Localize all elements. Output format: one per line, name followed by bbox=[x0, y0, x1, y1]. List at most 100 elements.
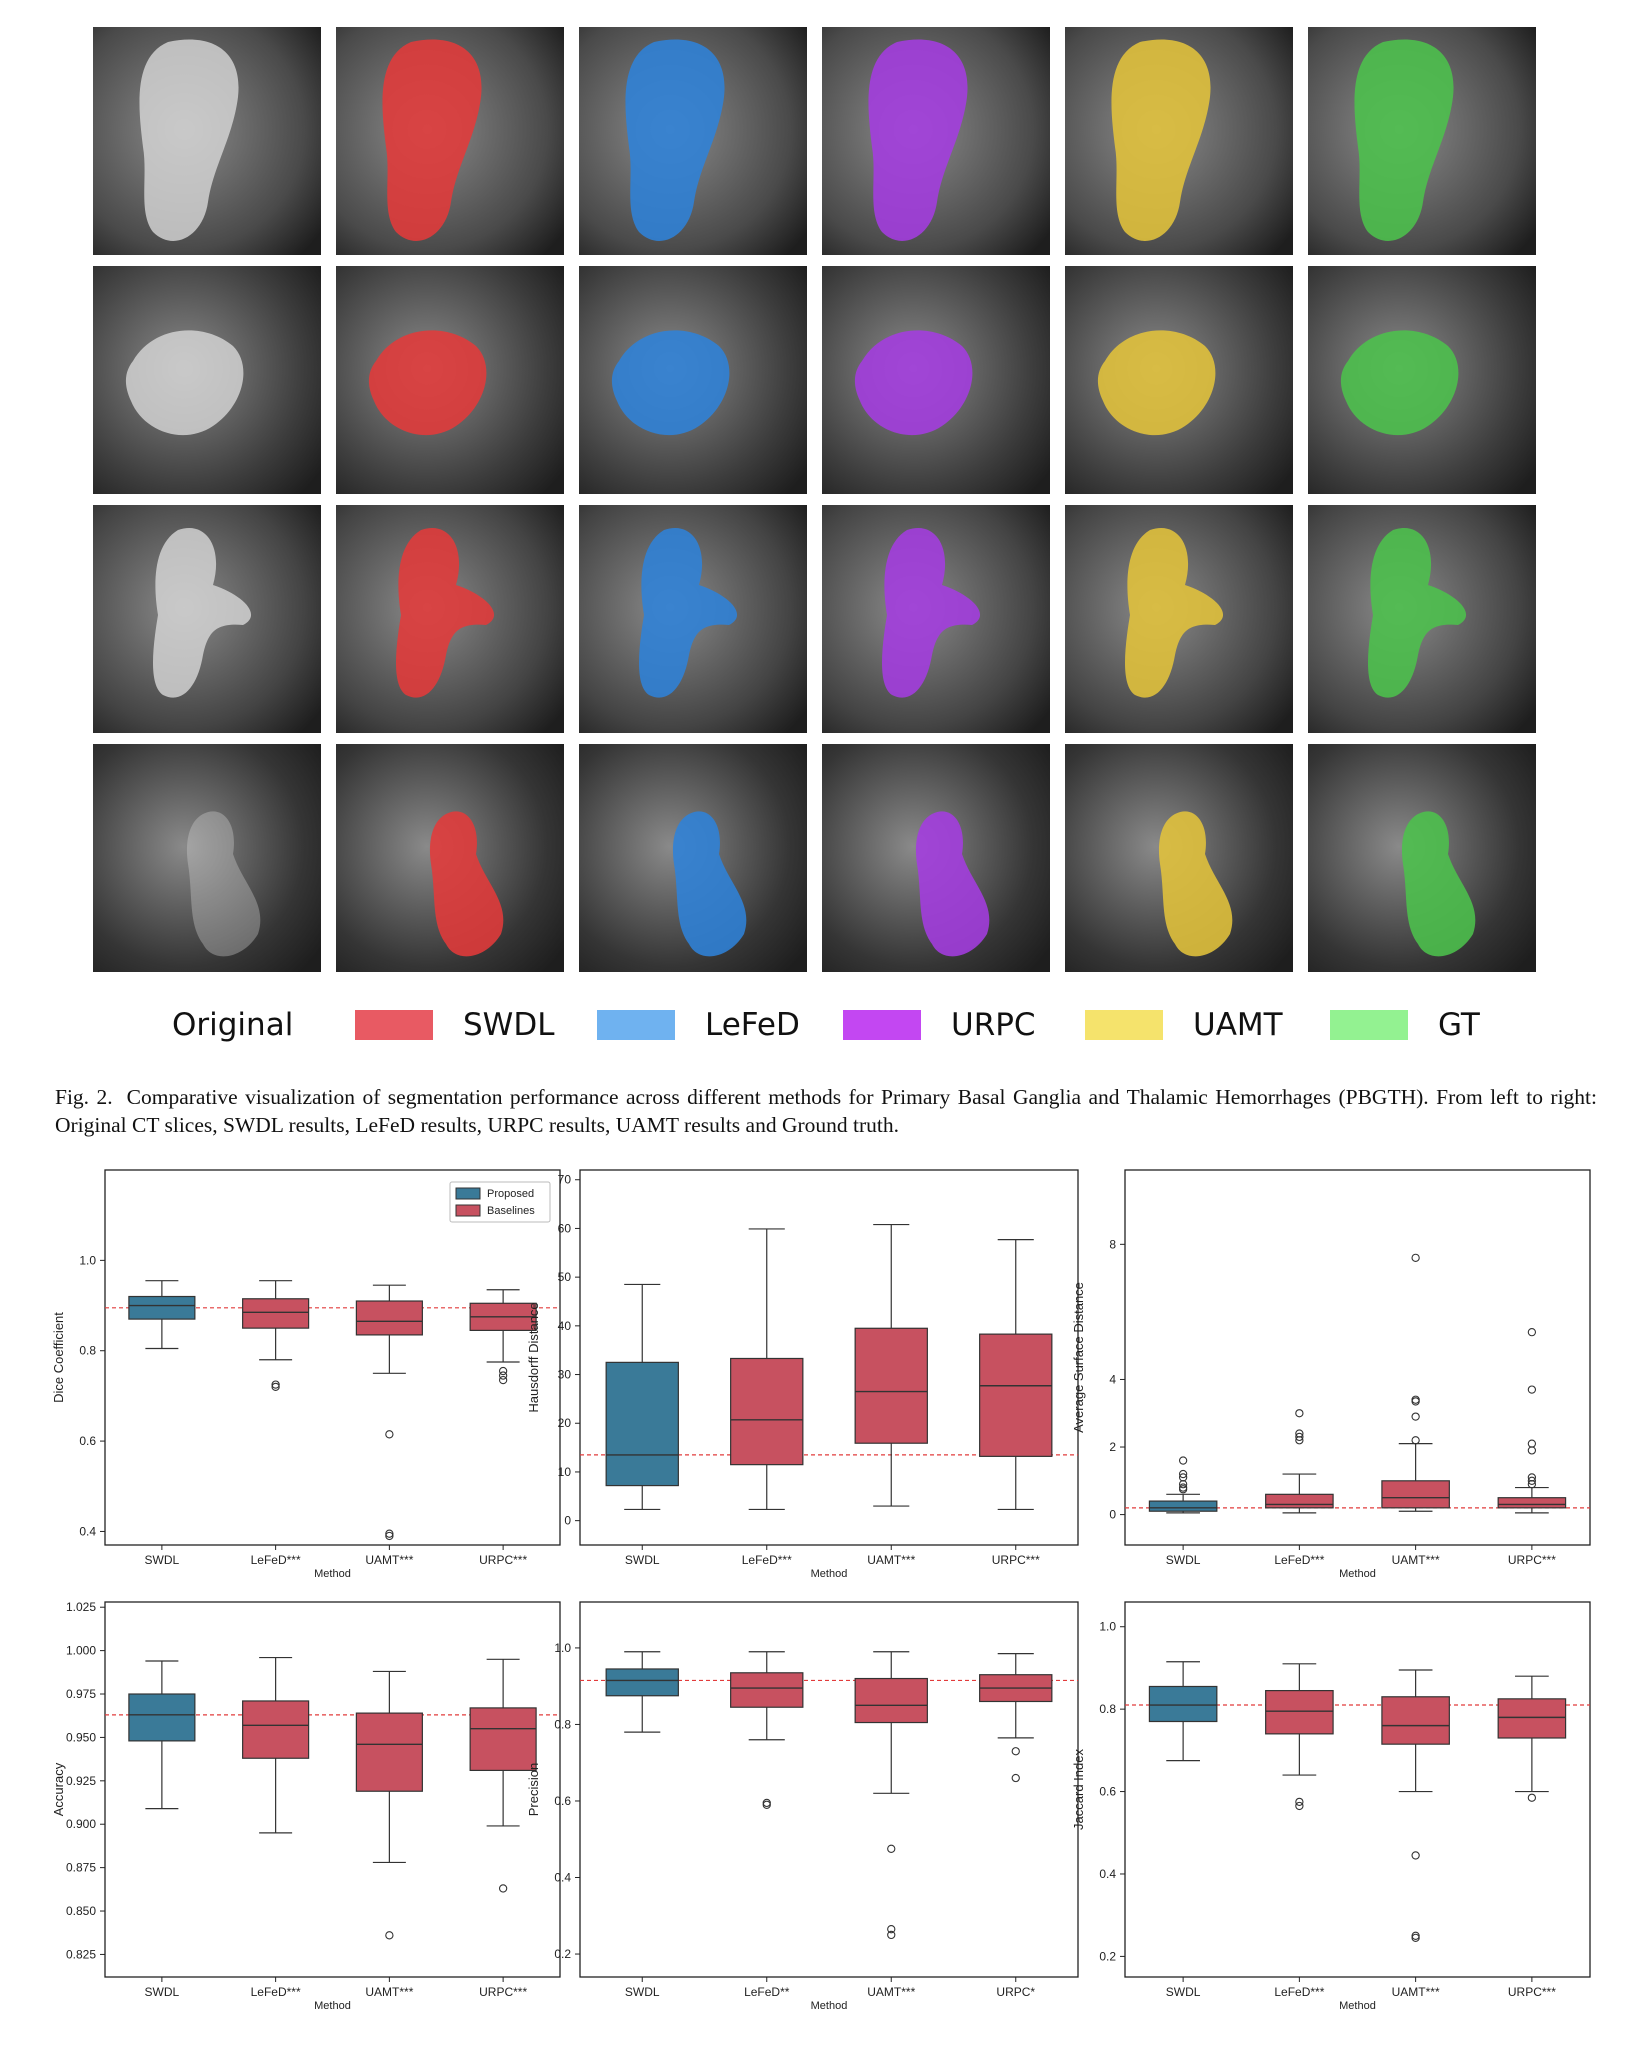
legend-entry-label: Baselines bbox=[487, 1205, 535, 1217]
box-lefed bbox=[730, 1228, 804, 1511]
box-iqr bbox=[979, 1333, 1053, 1457]
figure-caption: Fig. 2. Comparative visualization of segm… bbox=[55, 1083, 1597, 1139]
tile-r4-original bbox=[93, 744, 321, 972]
x-axis-label: Method bbox=[811, 2000, 848, 2012]
outlier-point bbox=[1295, 1409, 1304, 1418]
outlier-point bbox=[1178, 1456, 1188, 1465]
caption-text: Comparative visualization of segmentatio… bbox=[55, 1085, 1597, 1137]
outlier-point bbox=[1295, 1429, 1304, 1438]
legend-swatch-lefed bbox=[597, 1010, 675, 1040]
legend-swatch-swdl bbox=[355, 1010, 433, 1040]
outlier-point bbox=[1178, 1473, 1188, 1482]
tile-r3-gt bbox=[1308, 505, 1536, 733]
x-tick-label: URPC*** bbox=[479, 1553, 527, 1567]
legend-item-gt: GT bbox=[1330, 995, 1480, 1055]
y-axis-label: Accuracy bbox=[51, 1762, 66, 1816]
outlier-point bbox=[1411, 1412, 1420, 1421]
y-tick-label: 50 bbox=[558, 1270, 572, 1284]
x-tick-label: URPC* bbox=[996, 1985, 1035, 1999]
box-iqr bbox=[128, 1295, 196, 1320]
tile-r2-swdl bbox=[336, 266, 564, 494]
y-tick-label: 20 bbox=[558, 1416, 572, 1430]
y-tick-label: 1.0 bbox=[79, 1253, 96, 1267]
outlier-point bbox=[1411, 1436, 1420, 1445]
boxplot-panel-5: 0.2 0.4 0.6 0.8 1.0 Precision Method SWDL LeFeD*… bbox=[526, 1601, 1079, 2012]
legend-item-original: Original bbox=[172, 995, 293, 1055]
y-tick-label: 60 bbox=[558, 1221, 572, 1235]
x-tick-label: SWDL bbox=[625, 1985, 660, 1999]
tile-r1-swdl bbox=[336, 27, 564, 255]
outlier-point bbox=[498, 1375, 508, 1385]
box-uamt bbox=[1381, 1669, 1450, 1943]
tile-r4-swdl bbox=[336, 744, 564, 972]
x-tick-label: URPC*** bbox=[479, 1985, 527, 1999]
box-iqr bbox=[1265, 1689, 1334, 1735]
box-iqr bbox=[1497, 1497, 1567, 1509]
x-tick-label: LeFeD*** bbox=[251, 1553, 301, 1567]
box-iqr bbox=[854, 1677, 928, 1724]
y-axis-label: Average Surface Distance bbox=[1071, 1282, 1086, 1433]
y-tick-label: 0.2 bbox=[1099, 1949, 1116, 1963]
tile-r4-urpc bbox=[822, 744, 1050, 972]
boxplot-panel-6: 0.2 0.4 0.6 0.8 1.0 Jaccard Index Method SWDL Le… bbox=[1071, 1601, 1591, 2012]
tile-r2-urpc bbox=[822, 266, 1050, 494]
boxplot-panels: 0.4 0.6 0.8 1.0 Dice Coefficient Method SWDL Le… bbox=[51, 1169, 1591, 2012]
boxplot-panel-4: 0.825 0.850 0.875 0.900 0.925 0.950 0.975 1.000… bbox=[51, 1600, 561, 2012]
y-tick-label: 0.825 bbox=[66, 1947, 96, 1961]
box-iqr bbox=[854, 1327, 928, 1444]
outlier-point bbox=[1295, 1801, 1304, 1811]
outlier-point bbox=[1295, 1432, 1304, 1442]
boxplot-legend: Proposed Baselines bbox=[449, 1181, 551, 1223]
tile-r1-original bbox=[93, 27, 321, 255]
box-iqr bbox=[355, 1712, 423, 1792]
y-tick-label: 2 bbox=[1109, 1440, 1116, 1454]
boxplot-panel-1: 0.4 0.6 0.8 1.0 Dice Coefficient Method SWDL Le… bbox=[51, 1169, 561, 1580]
tile-r1-lefed bbox=[579, 27, 807, 255]
y-tick-label: 4 bbox=[1109, 1372, 1116, 1386]
legend-item-lefed: LeFeD bbox=[597, 995, 800, 1055]
y-tick-label: 1.025 bbox=[66, 1600, 96, 1614]
box-swdl bbox=[605, 1651, 679, 1733]
segmentation-legend: Original SWDL LeFeD URPC UAMT GT bbox=[160, 995, 1500, 1055]
tile-r3-uamt bbox=[1065, 505, 1293, 733]
box-iqr bbox=[1497, 1698, 1567, 1739]
legend-swatch-gt bbox=[1330, 1010, 1408, 1040]
y-tick-label: 0.6 bbox=[1099, 1785, 1116, 1799]
tile-r1-urpc bbox=[822, 27, 1050, 255]
legend-label: GT bbox=[1438, 1007, 1480, 1043]
plot-frame bbox=[104, 1169, 561, 1546]
outlier-point bbox=[498, 1884, 508, 1893]
x-tick-label: URPC*** bbox=[992, 1553, 1040, 1567]
y-tick-label: 10 bbox=[558, 1465, 572, 1479]
x-tick-label: LeFeD*** bbox=[742, 1553, 792, 1567]
box-uamt bbox=[355, 1284, 423, 1541]
outlier-point bbox=[762, 1800, 771, 1809]
outlier-point bbox=[1295, 1797, 1304, 1807]
x-axis-label: Method bbox=[314, 1568, 351, 1580]
y-axis-label: Jaccard Index bbox=[1071, 1749, 1086, 1830]
box-iqr bbox=[605, 1361, 679, 1487]
legend-entry-label: Proposed bbox=[487, 1188, 534, 1200]
x-tick-label: UAMT*** bbox=[1392, 1985, 1440, 1999]
x-tick-label: LeFeD*** bbox=[1274, 1553, 1324, 1567]
y-tick-label: 0.950 bbox=[66, 1730, 96, 1744]
outlier-point bbox=[385, 1430, 394, 1439]
boxplot-panel-2: 0 10 20 30 40 50 60 70 Hausdorff Distance Method S… bbox=[526, 1169, 1079, 1580]
y-tick-label: 70 bbox=[558, 1173, 572, 1187]
box-iqr bbox=[605, 1668, 679, 1697]
outlier-point bbox=[887, 1930, 896, 1940]
x-tick-label: UAMT*** bbox=[365, 1553, 413, 1567]
legend-item-uamt: UAMT bbox=[1085, 995, 1283, 1055]
x-tick-label: UAMT*** bbox=[365, 1985, 413, 1999]
outlier-point bbox=[498, 1366, 508, 1376]
outlier-point bbox=[385, 1531, 394, 1541]
box-swdl bbox=[605, 1283, 679, 1511]
box-swdl bbox=[1148, 1661, 1218, 1762]
y-tick-label: 1.000 bbox=[66, 1644, 96, 1658]
box-iqr bbox=[730, 1357, 804, 1466]
tile-r4-uamt bbox=[1065, 744, 1293, 972]
box-lefed bbox=[730, 1651, 804, 1809]
box-lefed bbox=[242, 1280, 310, 1392]
tile-r2-uamt bbox=[1065, 266, 1293, 494]
y-tick-label: 0.8 bbox=[79, 1344, 96, 1358]
